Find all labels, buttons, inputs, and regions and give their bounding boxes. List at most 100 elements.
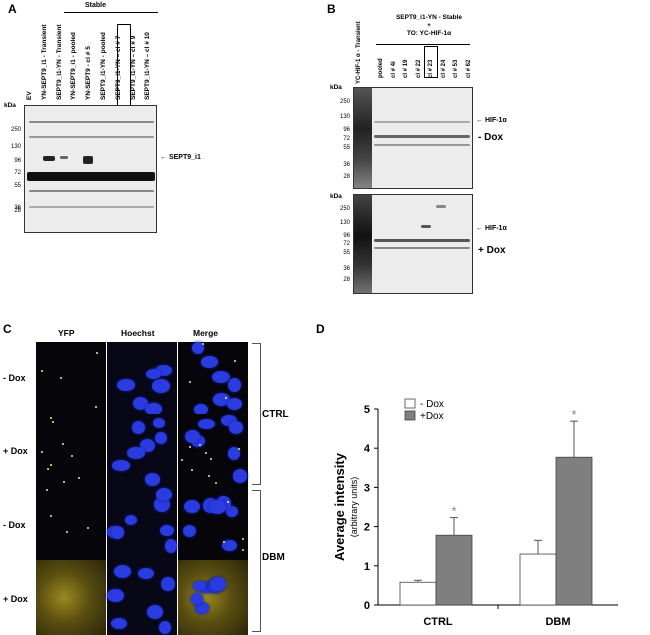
nucleus (111, 460, 130, 471)
blot-band-hif (436, 205, 446, 208)
panel-b-label: B (327, 2, 336, 16)
yfp-puncta (87, 526, 90, 529)
yfp-puncta (209, 457, 212, 460)
panel-b-top-kda-label: kDa (330, 84, 342, 91)
panel-b-bottom-marker: 36 (343, 266, 350, 272)
panel-a-marker: 250 (10, 127, 21, 133)
nucleus (197, 581, 215, 593)
panel-b-lane-label: cl # 22 (415, 59, 422, 78)
legend-swatch (404, 410, 416, 421)
blot-band-55 (374, 144, 470, 146)
panel-b-top-marker: 130 (339, 114, 350, 120)
nucleus (164, 538, 177, 553)
micrograph-merge-row-2 (178, 414, 248, 489)
nucleus (191, 342, 204, 354)
panel-b-header-line3: TO: YC-HIF-1α (406, 30, 452, 37)
y-axis-label: Average intensity (332, 452, 347, 561)
legend-label: - Dox (420, 399, 444, 410)
panel-b-top-marker: 28 (343, 174, 350, 180)
panel-a-lane-label: SEPT9_i1-YN – cl # 10 (144, 32, 152, 100)
nucleus (221, 415, 237, 427)
panel-a-lane-label: YN-SEPT9_i1 - Transient (40, 24, 48, 101)
legend-swatch (404, 398, 416, 409)
nucleus (114, 565, 132, 579)
yfp-puncta (204, 451, 207, 454)
nucleus (212, 393, 231, 407)
nucleus (195, 602, 209, 615)
yfp-puncta (95, 351, 98, 354)
yfp-puncta (222, 540, 225, 543)
panel-b-bottom-marker: 250 (339, 206, 350, 212)
panel-c-label: C (3, 322, 12, 336)
nucleus (209, 500, 227, 515)
panel-b-top-marker: 55 (343, 145, 350, 151)
panel-a-lane-label: YN-SEPT9_i1 - pooled (70, 32, 78, 100)
nucleus (191, 592, 204, 606)
micrograph-merge-row-1 (178, 342, 248, 417)
x-category-label: DBM (545, 616, 570, 628)
panel-c-dbm-label: DBM (262, 552, 285, 563)
panel-d-chart: 0 1 2 3 4 5 * CTRL * DBM - Dox+Dox Average intensit… (332, 398, 618, 628)
panel-b-lane-label: cl # 53 (453, 59, 459, 78)
blot-band-sept9 (43, 156, 55, 161)
panel-b-top-blot (353, 87, 473, 189)
nucleus (227, 398, 243, 411)
nucleus (211, 371, 230, 384)
yfp-puncta (70, 454, 73, 457)
yfp-puncta (199, 444, 202, 447)
micrograph-yfp-row-4 (36, 560, 106, 635)
panel-b-bottom-marker: 72 (343, 241, 350, 247)
panel-b-highlight-box (424, 46, 438, 78)
nucleus (210, 577, 226, 592)
panel-b-bottom-marker: 28 (343, 277, 350, 283)
panel-a-stable-label: Stable (85, 2, 107, 9)
panel-b-header-line1: SEPT9_i1-YN - Stable (395, 14, 463, 21)
blot-band-sept9 (60, 156, 68, 159)
blot-band-36 (29, 206, 154, 208)
yfp-puncta (49, 417, 52, 420)
nucleus (155, 488, 173, 502)
bar-1-0 (435, 534, 473, 606)
yfp-puncta (94, 406, 97, 409)
nucleus (185, 429, 200, 444)
y-tick-label: 4 (364, 443, 371, 455)
panel-a-highlight-box (117, 24, 131, 106)
micrograph-yfp-row-1 (36, 342, 106, 417)
micrograph-yfp-row-2 (36, 414, 106, 489)
panel-a-stable-line (64, 12, 158, 13)
nucleus (146, 604, 163, 619)
micrograph-hoechst-row-4 (107, 560, 177, 635)
yfp-puncta (65, 530, 68, 533)
yfp-puncta (237, 448, 240, 451)
blot-band-55 (29, 190, 154, 192)
yfp-puncta (208, 475, 211, 478)
panel-a-lane-label: SEPT9_i1-YN - Transient (55, 24, 63, 101)
panel-c-col-merge: Merge (193, 328, 219, 338)
nucleus (110, 618, 127, 630)
nucleus (110, 526, 125, 540)
panel-a-lane-label: SEPT9_i1-YN - pooled (100, 32, 107, 100)
nucleus (124, 514, 138, 526)
panel-a-lane-label: EV (26, 91, 33, 100)
panel-d-label: D (316, 322, 325, 336)
yfp-puncta (241, 537, 244, 540)
panel-c-ctrl-bracket (252, 343, 261, 485)
panel-b-top-marker: 96 (343, 127, 350, 133)
nucleus (200, 356, 218, 368)
micrograph-merge-row-3 (178, 487, 248, 562)
bar-0-1 (519, 553, 557, 606)
panel-a-marker: 28 (14, 208, 21, 214)
nucleus (228, 420, 244, 434)
panel-b-header-line (376, 44, 470, 45)
nucleus (226, 505, 239, 517)
blot-band-96 (29, 136, 154, 138)
nucleus (160, 576, 175, 591)
nucleus (137, 567, 155, 580)
panel-c-col-hoechst: Hoechst (121, 328, 155, 338)
nucleus (194, 403, 208, 415)
yfp-puncta (202, 342, 205, 345)
bar-1-1 (555, 456, 593, 606)
blot-band-hif (421, 225, 431, 228)
panel-b-lane-label: cl # 24 (440, 59, 447, 78)
nucleus (131, 421, 145, 435)
